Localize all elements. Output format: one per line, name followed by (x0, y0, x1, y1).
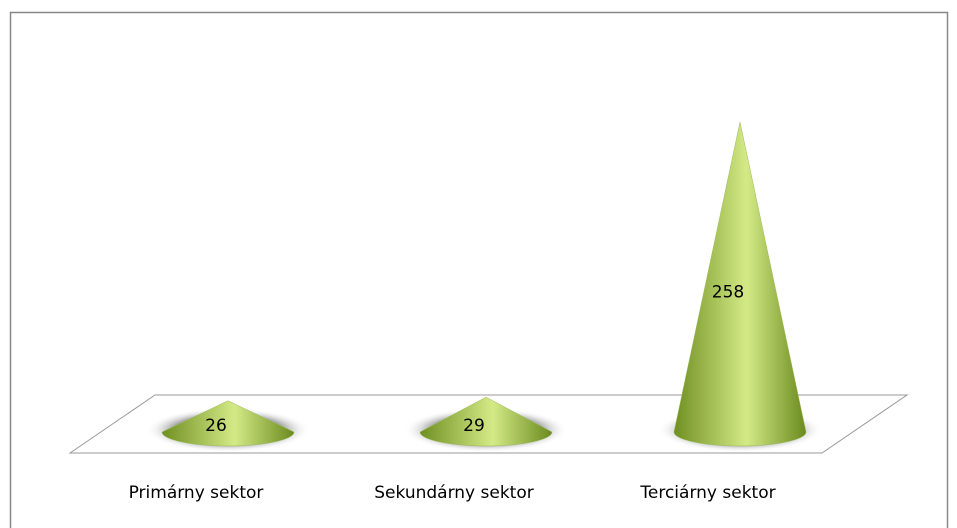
x-tick-label: Primárny sektor (129, 483, 264, 503)
cone (673, 121, 807, 447)
data-label: 26 (205, 416, 227, 436)
data-label: 258 (712, 283, 744, 303)
x-tick-label: Sekundárny sektor (374, 483, 533, 503)
cone (161, 400, 295, 447)
data-label: 29 (463, 416, 485, 436)
x-tick-label: Terciárny sektor (639, 483, 775, 503)
cone (419, 396, 553, 447)
